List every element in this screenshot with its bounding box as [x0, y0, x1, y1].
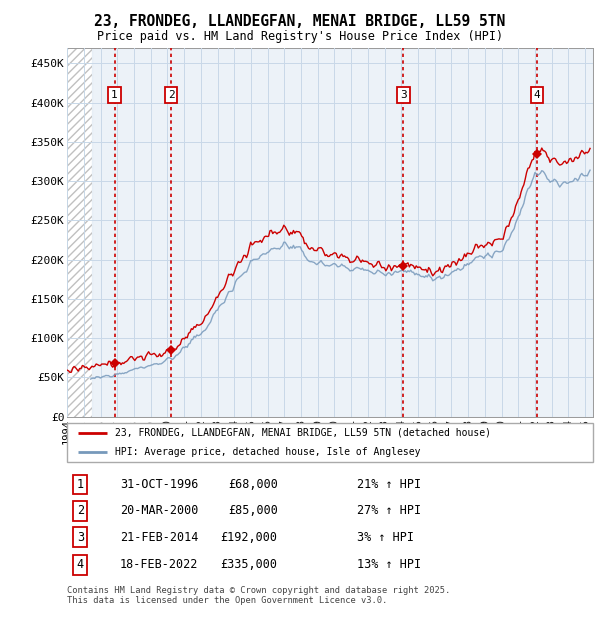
Text: 21% ↑ HPI: 21% ↑ HPI — [356, 478, 421, 491]
Text: £192,000: £192,000 — [221, 531, 278, 544]
Text: 3: 3 — [77, 531, 84, 544]
Text: 4: 4 — [77, 558, 84, 571]
Text: 23, FRONDEG, LLANDEGFAN, MENAI BRIDGE, LL59 5TN (detached house): 23, FRONDEG, LLANDEGFAN, MENAI BRIDGE, L… — [115, 428, 491, 438]
Bar — [67, 48, 92, 417]
Text: £335,000: £335,000 — [221, 558, 278, 571]
Text: HPI: Average price, detached house, Isle of Anglesey: HPI: Average price, detached house, Isle… — [115, 447, 420, 457]
Text: 27% ↑ HPI: 27% ↑ HPI — [356, 505, 421, 517]
Text: 1: 1 — [111, 90, 118, 100]
Text: 21-FEB-2014: 21-FEB-2014 — [120, 531, 198, 544]
Text: 20-MAR-2000: 20-MAR-2000 — [120, 505, 198, 517]
Text: 1: 1 — [77, 478, 84, 491]
Text: 23, FRONDEG, LLANDEGFAN, MENAI BRIDGE, LL59 5TN: 23, FRONDEG, LLANDEGFAN, MENAI BRIDGE, L… — [94, 14, 506, 29]
Text: 31-OCT-1996: 31-OCT-1996 — [120, 478, 198, 491]
Text: 2: 2 — [77, 505, 84, 517]
Text: 18-FEB-2022: 18-FEB-2022 — [120, 558, 198, 571]
Bar — [92, 48, 593, 417]
Text: 3: 3 — [400, 90, 407, 100]
Text: 3% ↑ HPI: 3% ↑ HPI — [356, 531, 413, 544]
Text: £85,000: £85,000 — [228, 505, 278, 517]
Bar — [67, 48, 92, 417]
Text: Contains HM Land Registry data © Crown copyright and database right 2025.
This d: Contains HM Land Registry data © Crown c… — [67, 586, 451, 605]
Text: 13% ↑ HPI: 13% ↑ HPI — [356, 558, 421, 571]
Text: 4: 4 — [534, 90, 541, 100]
Text: £68,000: £68,000 — [228, 478, 278, 491]
Text: Price paid vs. HM Land Registry's House Price Index (HPI): Price paid vs. HM Land Registry's House … — [97, 30, 503, 43]
Text: 2: 2 — [168, 90, 175, 100]
